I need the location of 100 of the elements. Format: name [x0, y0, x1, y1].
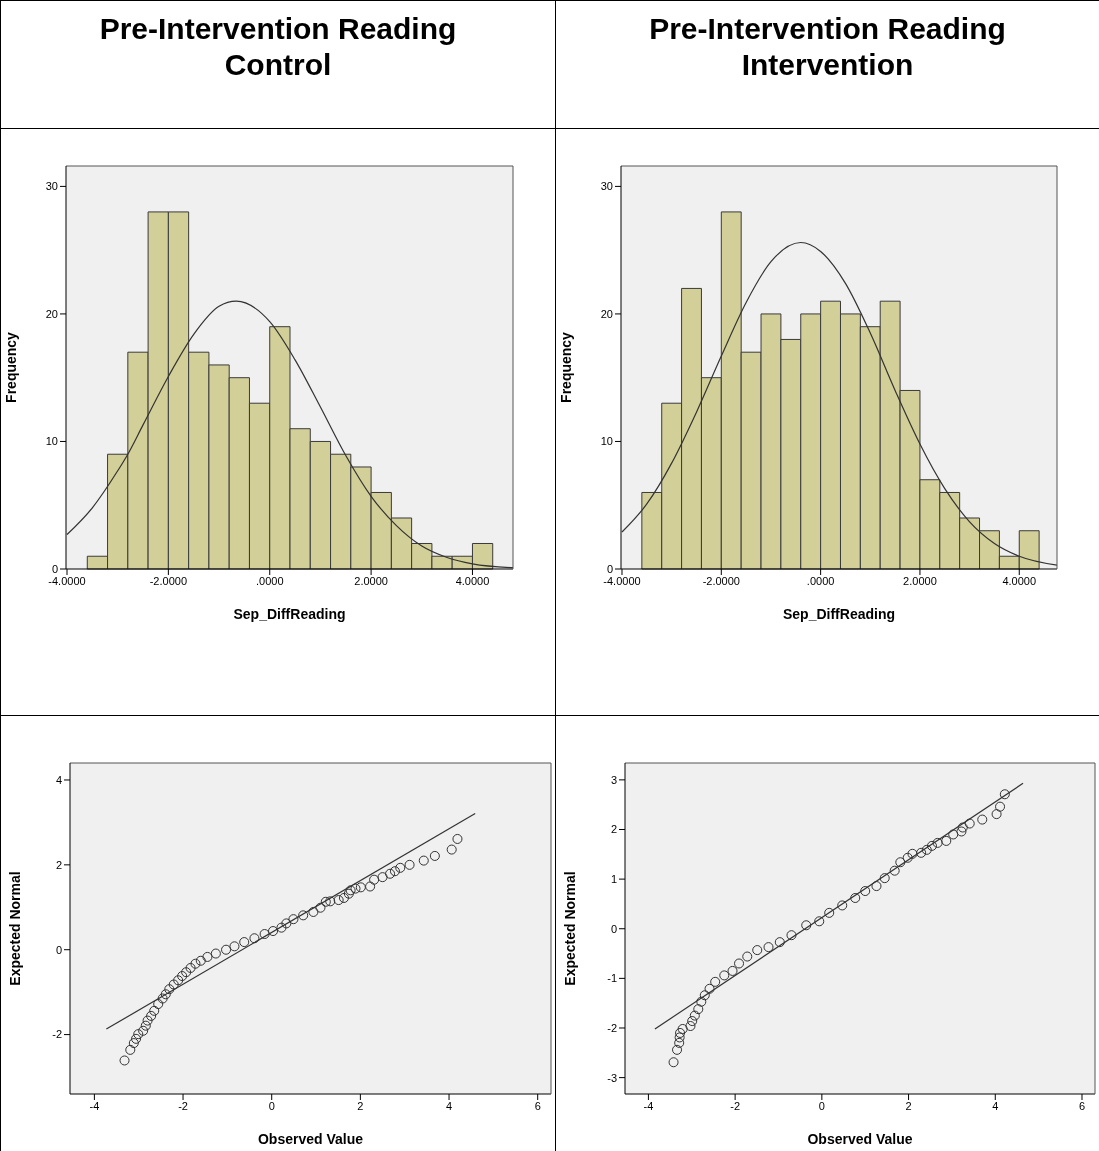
point — [138, 1025, 149, 1036]
y-tick-label: -2 — [52, 1028, 62, 1041]
point — [956, 826, 967, 837]
point — [195, 955, 206, 966]
y-tick-label: 30 — [600, 180, 613, 193]
point — [177, 971, 188, 982]
point — [276, 922, 287, 933]
y-tick-label: 20 — [45, 307, 58, 320]
x-tick-label: 2 — [905, 1099, 912, 1112]
y-tick-label: 2 — [610, 823, 617, 836]
x-tick-label: 4 — [992, 1099, 999, 1112]
y-tick-label: 20 — [600, 307, 613, 320]
x-axis-title: Sep_DiffReading — [782, 606, 896, 622]
point — [871, 881, 882, 892]
x-tick-label: 0 — [268, 1099, 275, 1112]
point — [889, 865, 900, 876]
point — [395, 862, 406, 873]
x-tick-label: 2.0000 — [354, 574, 388, 587]
point — [259, 929, 270, 940]
x-tick-label: -2 — [178, 1099, 188, 1112]
point — [119, 1055, 130, 1066]
point — [860, 886, 871, 897]
point — [752, 945, 763, 956]
x-axis-title: Observed Value — [807, 1131, 913, 1147]
point — [719, 970, 730, 981]
point — [727, 965, 738, 976]
point — [281, 918, 292, 929]
point — [763, 942, 774, 953]
point — [221, 944, 232, 955]
point — [140, 1020, 151, 1031]
x-tick-label: -4.0000 — [603, 574, 641, 587]
point — [999, 789, 1010, 800]
point — [824, 907, 835, 918]
point — [948, 829, 959, 840]
y-tick-label: 30 — [45, 180, 58, 193]
point — [693, 1004, 704, 1015]
chart-title: Pre-Intervention Reading — [98, 11, 458, 47]
point — [210, 948, 221, 959]
y-tick-label: 0 — [51, 562, 58, 575]
point — [333, 895, 344, 906]
point — [814, 916, 825, 927]
point — [941, 835, 952, 846]
point — [977, 814, 988, 825]
x-tick-label: 4 — [445, 1099, 453, 1112]
point — [160, 989, 171, 1000]
point — [675, 1027, 686, 1038]
y-axis-title: Expected Normal — [6, 871, 23, 986]
point — [902, 852, 913, 863]
point — [677, 1023, 688, 1034]
point — [308, 906, 319, 917]
point — [429, 850, 440, 861]
y-tick-label: -1 — [607, 972, 617, 985]
x-tick-label: -4 — [89, 1099, 100, 1112]
y-tick-label: 10 — [600, 435, 613, 448]
y-tick-label: 1 — [610, 873, 617, 886]
point — [418, 855, 429, 866]
point — [168, 979, 179, 990]
point — [991, 809, 1002, 820]
x-tick-label: 6 — [1078, 1099, 1086, 1112]
x-tick-label: 0 — [818, 1099, 825, 1112]
point — [404, 859, 415, 870]
point — [452, 833, 463, 844]
point — [320, 896, 331, 907]
point — [895, 857, 906, 868]
point — [288, 914, 299, 925]
y-axis-title: Expected Normal — [561, 871, 578, 986]
x-tick-label: .0000 — [806, 574, 835, 587]
y-tick-label: 0 — [55, 943, 62, 956]
y-tick-label: 2 — [55, 858, 62, 871]
point — [128, 1038, 139, 1049]
point — [268, 926, 279, 937]
y-axis-title: Frequency — [2, 331, 19, 403]
chart-subtitle: Intervention — [740, 47, 915, 83]
y-tick-label: 0 — [606, 562, 613, 575]
x-tick-label: 4.0000 — [1002, 574, 1037, 587]
x-tick-label: -2.0000 — [702, 574, 740, 587]
point — [229, 941, 240, 952]
point — [131, 1033, 142, 1044]
point — [710, 976, 721, 987]
point — [146, 1010, 157, 1021]
point — [369, 874, 380, 885]
point — [964, 818, 975, 829]
point — [879, 873, 890, 884]
chart-subtitle: Control — [223, 47, 333, 83]
x-tick-label: -4 — [643, 1099, 654, 1112]
point — [142, 1015, 153, 1026]
y-tick-label: 10 — [45, 435, 58, 448]
x-axis-title: Sep_DiffReading — [233, 606, 346, 622]
y-tick-label: 4 — [55, 773, 62, 786]
y-tick-label: -3 — [607, 1071, 617, 1084]
point — [377, 872, 388, 883]
point — [837, 900, 848, 911]
point — [164, 984, 175, 995]
point — [907, 848, 918, 859]
point — [185, 962, 196, 973]
x-tick-label: -2.0000 — [149, 574, 188, 587]
point — [249, 933, 260, 944]
point — [850, 892, 861, 903]
x-tick-label: 4.0000 — [455, 574, 490, 587]
point — [325, 896, 336, 907]
